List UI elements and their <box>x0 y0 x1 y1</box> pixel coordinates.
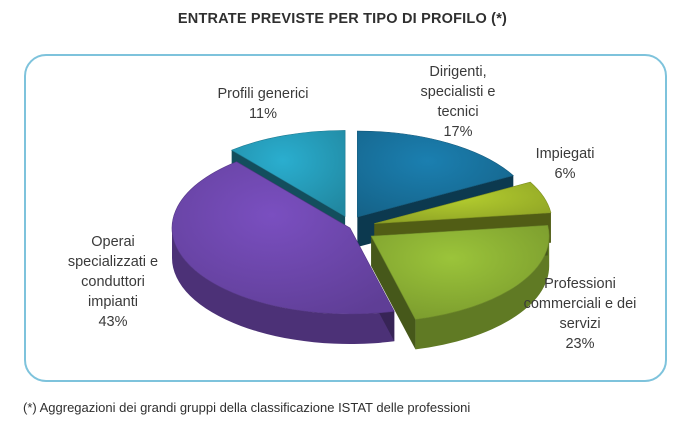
chart-title: ENTRATE PREVISTE PER TIPO DI PROFILO (*) <box>177 11 508 27</box>
pie-slice-side <box>172 228 395 344</box>
pie-slice-dirigenti-specialisti-e-tecnici <box>357 130 514 218</box>
label-dirigenti: Dirigenti, specialisti e tecnici 17% <box>420 64 496 140</box>
pie-slice-professioni-commerciali-e-dei-servizi <box>370 225 550 320</box>
pie-slice-profili-generici <box>230 130 346 217</box>
footnote: (*) Aggregazioni dei grandi gruppi della… <box>23 400 471 415</box>
pie-slice-side <box>415 236 550 350</box>
pie-slice-face <box>371 236 416 350</box>
label-profili-generici: Profili generici 11% <box>217 86 309 122</box>
label-professioni-commerciali: Professioni commerciali e dei servizi 23… <box>523 276 637 352</box>
label-operai: Operai specializzati e conduttori impian… <box>67 234 159 330</box>
pie-slice-operai-specializzati-e-conduttori-impianti <box>171 161 395 315</box>
label-impiegati: Impiegati 6% <box>535 146 595 182</box>
pie-slice-impiegati <box>374 181 552 224</box>
